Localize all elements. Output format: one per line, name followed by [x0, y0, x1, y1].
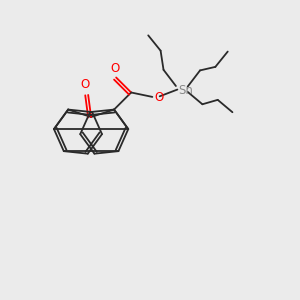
Text: O: O — [81, 78, 90, 92]
Text: O: O — [154, 91, 164, 104]
Text: O: O — [110, 61, 119, 75]
Text: Sn: Sn — [178, 84, 194, 97]
